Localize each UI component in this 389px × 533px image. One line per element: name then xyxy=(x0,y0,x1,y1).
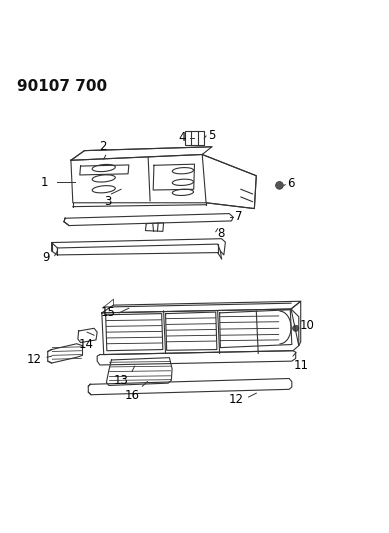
Text: 8: 8 xyxy=(218,227,225,240)
Text: 4: 4 xyxy=(179,131,186,143)
Text: 9: 9 xyxy=(42,251,50,264)
Text: 12: 12 xyxy=(229,393,244,406)
Bar xyxy=(185,131,204,145)
Text: 10: 10 xyxy=(300,319,314,332)
Text: 14: 14 xyxy=(78,338,93,351)
Text: 15: 15 xyxy=(100,305,115,319)
Circle shape xyxy=(293,325,299,332)
Text: 16: 16 xyxy=(124,389,140,402)
Text: 12: 12 xyxy=(27,353,42,366)
Text: 11: 11 xyxy=(294,359,309,372)
Text: 90107 700: 90107 700 xyxy=(17,79,107,94)
Text: 6: 6 xyxy=(287,177,295,190)
Text: 5: 5 xyxy=(208,128,216,142)
Text: 3: 3 xyxy=(104,195,111,208)
Text: 1: 1 xyxy=(40,176,48,189)
Text: 13: 13 xyxy=(114,374,129,387)
Circle shape xyxy=(276,182,283,189)
Text: 2: 2 xyxy=(99,140,106,154)
Text: 7: 7 xyxy=(235,210,243,223)
